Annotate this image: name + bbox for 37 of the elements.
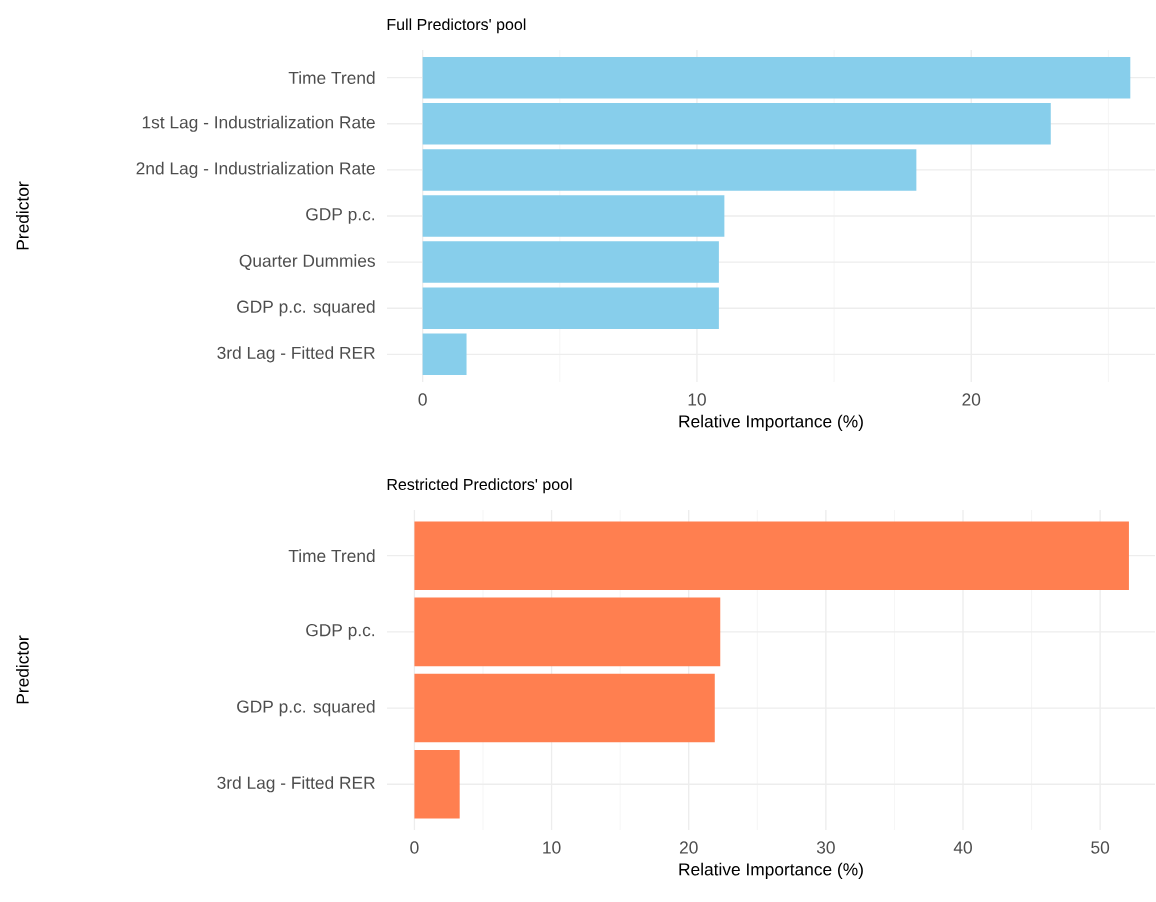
x-axis-title: Relative Importance (%) [679, 414, 863, 431]
bar [414, 521, 1129, 590]
bar [422, 56, 1131, 99]
bar [414, 673, 715, 743]
y-axis-title: Predictor [16, 635, 29, 704]
x-tick-label: 50 [1091, 841, 1110, 854]
x-tick-label: 0 [418, 393, 427, 406]
x-axis-title: Relative Importance (%) [679, 862, 863, 879]
y-tick-label: GDP p.c. [306, 624, 375, 640]
y-axis-title: Predictor [16, 181, 29, 250]
chart-title: Full Predictors' pool [387, 18, 526, 34]
x-tick-label: 20 [679, 841, 698, 854]
y-tick-label: Quarter Dummies [239, 254, 375, 271]
x-tick-label: 30 [816, 841, 835, 854]
y-tick-label: 2nd Lag - Industrialization Rate [136, 161, 375, 178]
x-tick-label: 10 [543, 841, 561, 854]
bar [414, 749, 460, 819]
bar [422, 149, 917, 191]
y-tick-label: GDP p.c. squared [237, 300, 375, 317]
y-tick-label: GDP p.c. [306, 208, 375, 224]
y-tick-label: 3rd Lag - Fitted RER [217, 776, 375, 793]
chart-title: Restricted Predictors' pool [387, 478, 572, 494]
bar [422, 195, 725, 237]
bar [414, 597, 721, 667]
bar [422, 103, 1051, 145]
y-tick-label: Time Trend [288, 549, 375, 563]
x-tick-label: 10 [688, 393, 706, 406]
x-tick-label: 20 [962, 393, 981, 406]
bar [422, 241, 719, 283]
x-tick-label: 0 [410, 841, 419, 854]
y-tick-label: GDP p.c. squared [237, 700, 375, 717]
bar [422, 287, 719, 329]
x-tick-label: 40 [953, 841, 972, 854]
bar [422, 333, 467, 376]
y-tick-label: 3rd Lag - Fitted RER [217, 346, 375, 363]
y-tick-label: Time Trend [288, 71, 375, 85]
y-tick-label: 1st Lag - Industrialization Rate [142, 115, 375, 132]
